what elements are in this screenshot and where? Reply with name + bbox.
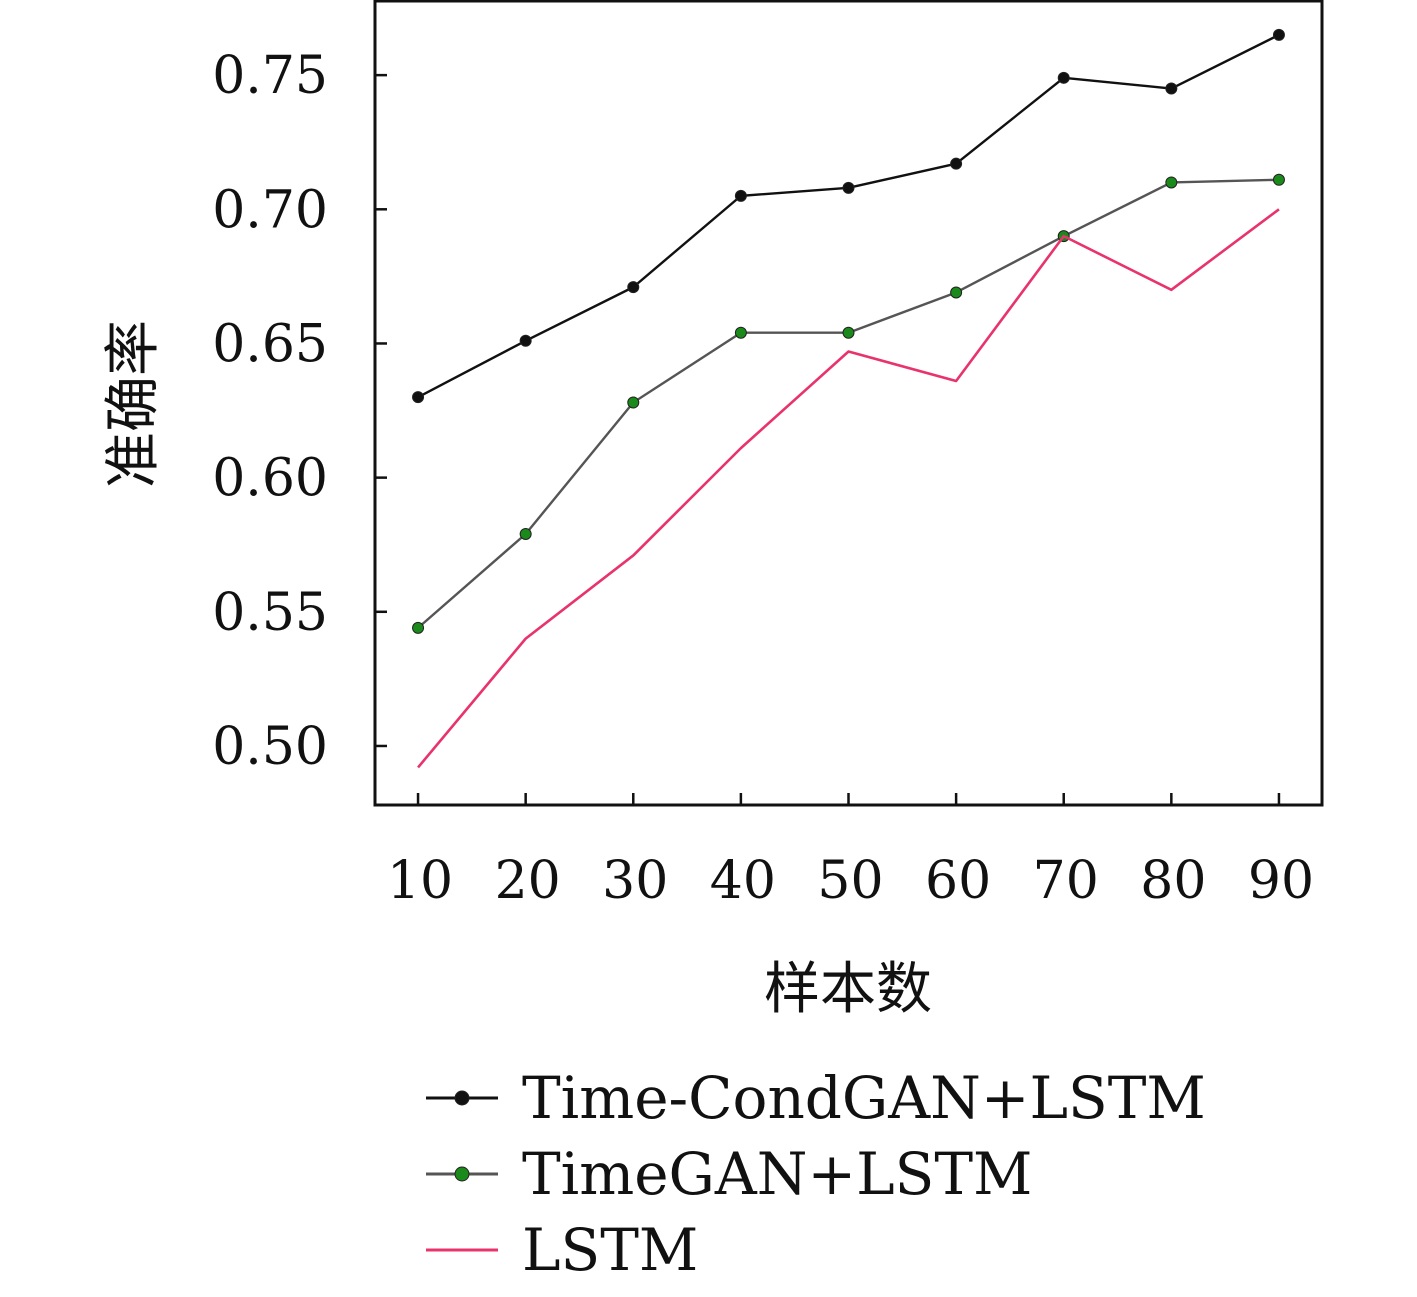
data-point [627, 396, 640, 409]
series-line [417, 208, 1280, 769]
x-tick-label: 60 [925, 851, 991, 911]
data-point [519, 334, 532, 347]
legend-label: LSTM [522, 1216, 698, 1284]
data-point [1165, 82, 1178, 95]
x-tick-label: 20 [495, 851, 561, 911]
series-line [417, 178, 1279, 629]
legend-marker [454, 1166, 470, 1182]
y-tick-label: 0.75 [212, 46, 328, 106]
x-axis-label: 样本数 [764, 957, 932, 1022]
data-point [1165, 176, 1178, 189]
x-tick-label: 50 [817, 851, 883, 911]
data-point [627, 281, 640, 294]
data-point [842, 181, 855, 194]
legend: Time-CondGAN+LSTM TimeGAN+LSTM LSTM [426, 1064, 1206, 1284]
y-tick-label: 0.55 [212, 583, 328, 643]
legend-label: TimeGAN+LSTM [522, 1140, 1032, 1208]
x-tick-label: 40 [710, 851, 776, 911]
data-point [734, 326, 747, 339]
data-point [734, 189, 747, 202]
y-axis-label: 准确率 [101, 320, 166, 488]
legend-label: Time-CondGAN+LSTM [522, 1064, 1206, 1132]
y-tick-label: 0.60 [212, 449, 328, 509]
series-lstm [417, 208, 1280, 769]
data-point [950, 286, 963, 299]
x-tick-label: 80 [1140, 851, 1206, 911]
x-tick-label: 30 [602, 851, 668, 911]
y-tick-label: 0.65 [212, 314, 328, 374]
x-tick-label: 70 [1033, 851, 1099, 911]
x-tick-label: 10 [387, 851, 453, 911]
data-point [842, 326, 855, 339]
series-time-condgan-lstm [412, 28, 1285, 404]
y-tick-label: 0.50 [212, 717, 328, 777]
data-point [1272, 28, 1285, 41]
data-point [519, 527, 532, 540]
data-point [950, 157, 963, 170]
legend-marker [454, 1090, 470, 1106]
x-tick-label: 90 [1248, 851, 1314, 911]
data-point [1057, 71, 1070, 84]
data-point [412, 391, 425, 404]
series-line [417, 33, 1280, 399]
plot-frame [373, 0, 1324, 807]
data-point [412, 621, 425, 634]
data-point [1272, 173, 1285, 186]
y-tick-label: 0.70 [212, 180, 328, 240]
series-timegan-lstm [412, 173, 1285, 634]
